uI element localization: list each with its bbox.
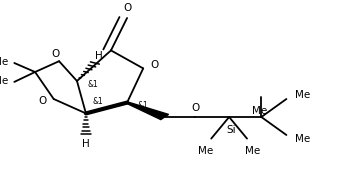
Text: O: O — [150, 60, 159, 70]
Text: &1: &1 — [137, 101, 148, 110]
Text: Me: Me — [0, 76, 8, 86]
Text: &1: &1 — [88, 80, 98, 89]
Text: Si: Si — [226, 125, 236, 135]
Text: Me: Me — [198, 146, 213, 156]
Text: Me: Me — [0, 57, 8, 67]
Text: H: H — [82, 139, 90, 149]
Polygon shape — [126, 102, 169, 120]
Text: O: O — [38, 96, 47, 106]
Text: Me: Me — [252, 106, 267, 116]
Text: O: O — [51, 49, 60, 59]
Text: H: H — [95, 51, 103, 61]
Text: O: O — [191, 103, 199, 113]
Text: Me: Me — [295, 134, 311, 144]
Text: Me: Me — [245, 146, 260, 156]
Text: O: O — [123, 3, 131, 13]
Text: Me: Me — [295, 90, 311, 100]
Text: &1: &1 — [92, 97, 103, 106]
